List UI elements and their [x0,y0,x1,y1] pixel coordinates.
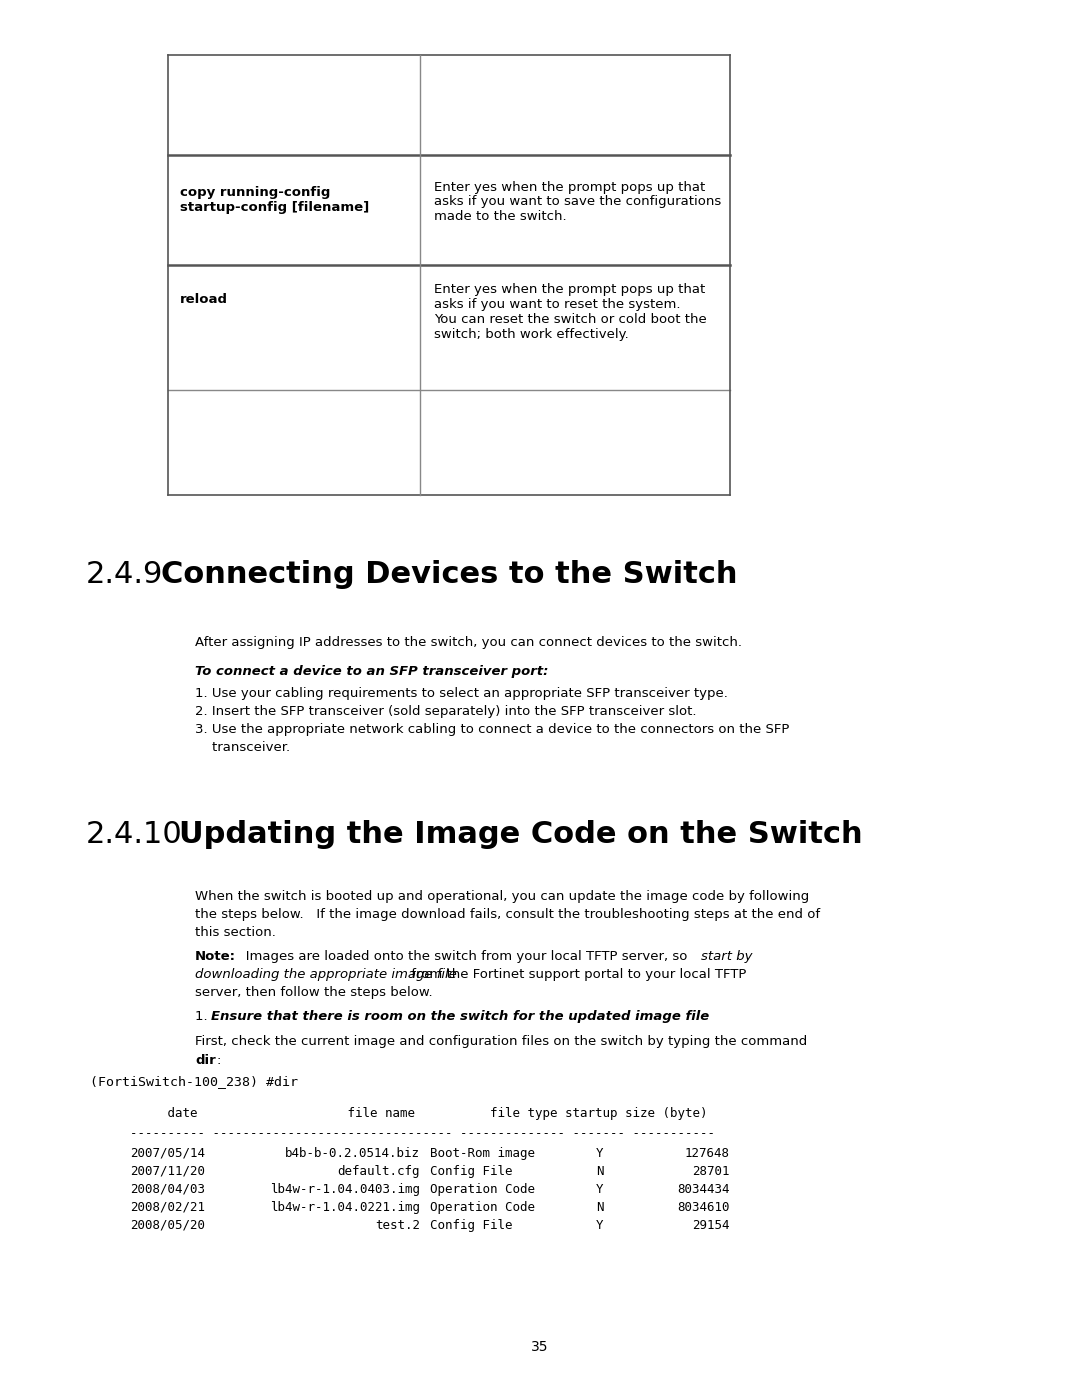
Text: Boot-Rom image: Boot-Rom image [430,1147,535,1160]
Text: downloading the appropriate image file: downloading the appropriate image file [195,968,457,981]
Text: 2. Insert the SFP transceiver (sold separately) into the SFP transceiver slot.: 2. Insert the SFP transceiver (sold sepa… [195,705,697,718]
Text: date                    file name          file type startup size (byte): date file name file type startup size (b… [130,1106,707,1120]
Text: the steps below.   If the image download fails, consult the troubleshooting step: the steps below. If the image download f… [195,908,820,921]
Text: Operation Code: Operation Code [430,1183,535,1196]
Text: 2007/11/20: 2007/11/20 [130,1165,205,1178]
Text: Updating the Image Code on the Switch: Updating the Image Code on the Switch [179,820,863,849]
Text: from the Fortinet support portal to your local TFTP: from the Fortinet support portal to your… [407,968,746,981]
Text: dir: dir [195,1053,216,1067]
Text: 2007/05/14: 2007/05/14 [130,1147,205,1160]
Text: 2.4.10: 2.4.10 [86,820,183,849]
Text: lb4w-r-1.04.0221.img: lb4w-r-1.04.0221.img [270,1201,420,1214]
Text: 2.4.9: 2.4.9 [86,560,163,590]
Text: Note:: Note: [195,950,237,963]
Text: When the switch is booted up and operational, you can update the image code by f: When the switch is booted up and operati… [195,890,809,902]
Text: transceiver.: transceiver. [195,740,291,754]
Text: this section.: this section. [195,926,275,939]
Text: N: N [596,1201,604,1214]
Text: Y: Y [596,1220,604,1232]
Text: 1.: 1. [195,1010,212,1023]
Text: 8034434: 8034434 [677,1183,730,1196]
Text: 35: 35 [531,1340,549,1354]
Text: Y: Y [596,1147,604,1160]
Text: Connecting Devices to the Switch: Connecting Devices to the Switch [161,560,738,590]
Text: N: N [596,1165,604,1178]
Text: lb4w-r-1.04.0403.img: lb4w-r-1.04.0403.img [270,1183,420,1196]
Text: copy running-config
startup-config [filename]: copy running-config startup-config [file… [180,186,369,214]
Text: 3. Use the appropriate network cabling to connect a device to the connectors on : 3. Use the appropriate network cabling t… [195,724,789,736]
Text: 2008/02/21: 2008/02/21 [130,1201,205,1214]
Text: Config File: Config File [430,1220,513,1232]
Text: After assigning IP addresses to the switch, you can connect devices to the switc: After assigning IP addresses to the swit… [195,636,742,650]
Text: ---------- -------------------------------- -------------- ------- -----------: ---------- -----------------------------… [130,1127,715,1140]
Text: To connect a device to an SFP transceiver port:: To connect a device to an SFP transceive… [195,665,549,678]
Text: Images are loaded onto the switch from your local TFTP server, so: Images are loaded onto the switch from y… [233,950,691,963]
Text: 8034610: 8034610 [677,1201,730,1214]
Text: server, then follow the steps below.: server, then follow the steps below. [195,986,433,999]
Text: :: : [217,1053,221,1067]
Text: test.2: test.2 [375,1220,420,1232]
Text: 2008/05/20: 2008/05/20 [130,1220,205,1232]
Text: First, check the current image and configuration files on the switch by typing t: First, check the current image and confi… [195,1035,807,1048]
Text: 28701: 28701 [692,1165,730,1178]
Text: 2008/04/03: 2008/04/03 [130,1183,205,1196]
Text: reload: reload [180,293,228,306]
Text: Ensure that there is room on the switch for the updated image file: Ensure that there is room on the switch … [211,1010,710,1023]
Text: start by: start by [701,950,753,963]
Text: b4b-b-0.2.0514.biz: b4b-b-0.2.0514.biz [285,1147,420,1160]
Text: :: : [635,1010,639,1023]
Text: 1. Use your cabling requirements to select an appropriate SFP transceiver type.: 1. Use your cabling requirements to sele… [195,687,728,700]
Text: Enter yes when the prompt pops up that
asks if you want to reset the system.
You: Enter yes when the prompt pops up that a… [434,284,706,341]
Text: Operation Code: Operation Code [430,1201,535,1214]
Text: default.cfg: default.cfg [337,1165,420,1178]
Text: 29154: 29154 [692,1220,730,1232]
Text: Config File: Config File [430,1165,513,1178]
Text: (FortiSwitch-100_238) #dir: (FortiSwitch-100_238) #dir [90,1076,298,1088]
Text: 127648: 127648 [685,1147,730,1160]
Text: Enter yes when the prompt pops up that
asks if you want to save the configuratio: Enter yes when the prompt pops up that a… [434,180,721,224]
Text: Y: Y [596,1183,604,1196]
